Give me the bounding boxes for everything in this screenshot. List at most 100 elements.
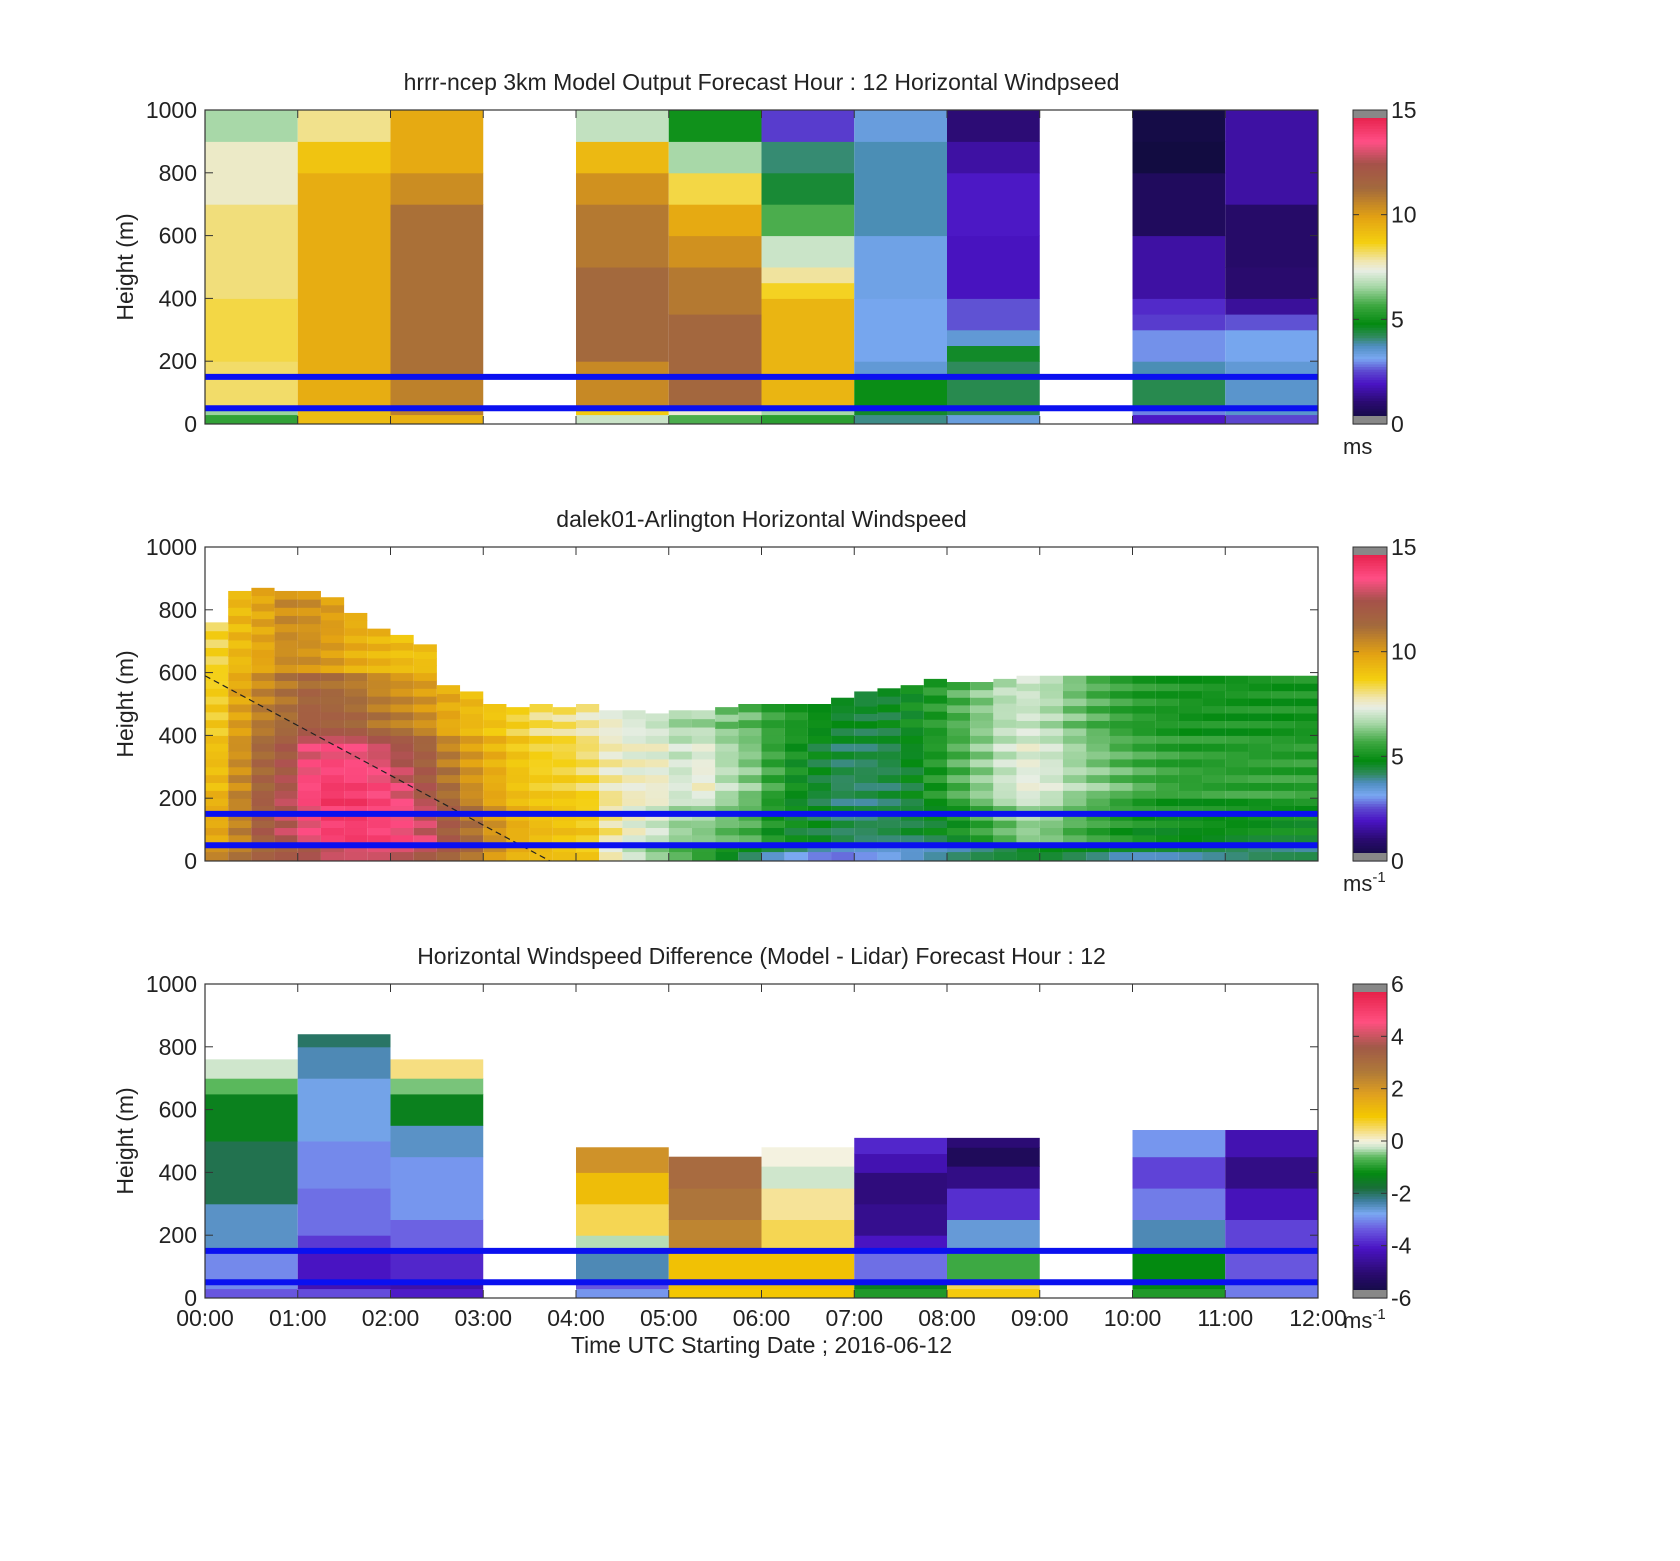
profile-cell — [344, 782, 368, 791]
colorbar-segment — [1353, 651, 1387, 655]
colorbar-tick-label: 5 — [1391, 306, 1404, 332]
profile-cell — [993, 782, 1017, 791]
profile-cell — [831, 735, 855, 744]
colorbar-segment — [1353, 259, 1387, 263]
colorbar-segment — [1353, 261, 1387, 265]
colorbar-segment — [1353, 123, 1387, 127]
profile-cell — [761, 851, 785, 862]
profile-cell — [228, 782, 252, 791]
profile-cell — [344, 642, 368, 651]
profile-cell — [1039, 782, 1063, 791]
profile-cell — [297, 798, 321, 807]
heatmap-cell — [576, 204, 669, 268]
profile-cell — [251, 774, 275, 783]
profile-cell — [274, 805, 298, 814]
profile-cell — [205, 639, 229, 648]
profile-cell — [1248, 766, 1272, 776]
profile-cell — [645, 834, 669, 843]
profile-cell — [228, 758, 252, 768]
colorbar-tick-label: 6 — [1391, 971, 1404, 997]
profile-cell — [1016, 790, 1040, 799]
profile-cell — [668, 834, 692, 843]
profile-cell — [367, 635, 391, 644]
profile-cell — [1202, 820, 1226, 829]
heatmap-cell — [854, 1203, 947, 1236]
profile-cell — [1294, 798, 1318, 807]
profile-cell — [831, 834, 855, 843]
profile-cell — [807, 834, 832, 843]
profile-cell — [784, 805, 808, 814]
profile-cell — [506, 851, 530, 862]
heatmap-cell — [1225, 314, 1318, 331]
profile-cell — [1202, 834, 1226, 843]
heatmap-cell — [854, 1250, 947, 1280]
profile-cell — [1039, 827, 1063, 836]
profile-cell — [1202, 766, 1226, 776]
profile-cell — [1039, 820, 1063, 829]
profile-cell — [205, 630, 229, 640]
profile-cell — [1155, 805, 1179, 814]
y-tick-label: 1000 — [146, 971, 197, 997]
colorbar-segment — [1353, 1080, 1387, 1085]
colorbar-segment — [1353, 1193, 1387, 1197]
profile-cell — [344, 758, 368, 768]
profile-cell — [877, 751, 901, 760]
profile-cell — [205, 790, 229, 799]
profile-cell — [1248, 743, 1272, 752]
colorbar-segment — [1353, 1219, 1387, 1223]
colorbar-tick-label: 0 — [1391, 848, 1404, 874]
colorbar-segment — [1353, 1099, 1387, 1103]
heatmap-cell — [297, 1235, 391, 1252]
profile-cell — [1271, 690, 1295, 699]
profile-cell — [947, 805, 971, 814]
profile-cell — [691, 851, 716, 862]
colorbar-segment — [1353, 1188, 1387, 1192]
colorbar-segment — [1353, 1287, 1387, 1291]
colorbar-segment — [1353, 842, 1387, 846]
profile-cell — [297, 711, 321, 721]
profile-cell — [390, 711, 414, 721]
profile-cell — [1109, 766, 1133, 776]
profile-cell — [413, 680, 437, 689]
profile-cell — [483, 827, 507, 836]
heatmap-cell — [854, 1235, 947, 1252]
profile-cell — [1225, 834, 1249, 843]
profile-cell — [761, 727, 785, 736]
profile-cell — [413, 805, 437, 814]
heatmap-cell — [668, 141, 762, 174]
profile-cell — [900, 710, 924, 720]
profile-cell — [367, 834, 391, 843]
profile-cell — [854, 834, 878, 843]
profile-cell — [1109, 705, 1133, 714]
profile-cell — [900, 820, 924, 829]
profile-cell — [367, 805, 391, 814]
y-tick-label: 0 — [184, 411, 197, 437]
colorbar-segment — [1353, 588, 1387, 593]
profile-cell — [274, 743, 298, 752]
colorbar-segment — [1353, 562, 1387, 566]
colorbar-segment — [1353, 329, 1387, 334]
profile-cell — [715, 721, 739, 729]
colorbar-segment — [1353, 813, 1387, 818]
colorbar-segment — [1353, 353, 1387, 357]
profile-cell — [715, 805, 739, 814]
profile-cell — [970, 697, 994, 706]
colorbar-segment — [1353, 617, 1387, 621]
profile-cell — [691, 820, 716, 829]
profile-cell — [483, 743, 507, 752]
colorbar-segment — [1353, 408, 1387, 412]
profile-cell — [297, 774, 321, 783]
profile-cell — [367, 851, 391, 862]
profile-cell — [900, 851, 924, 862]
colorbar-segment — [1353, 387, 1387, 391]
profile-cell — [1202, 751, 1226, 760]
colorbar-segment — [1353, 1065, 1387, 1069]
profile-cell — [1225, 798, 1249, 807]
profile-cell — [344, 704, 368, 713]
profile-cell — [877, 688, 901, 697]
profile-cell — [506, 743, 530, 752]
profile-cell — [274, 758, 298, 768]
profile-cell — [923, 774, 947, 783]
profile-cell — [1202, 798, 1226, 807]
